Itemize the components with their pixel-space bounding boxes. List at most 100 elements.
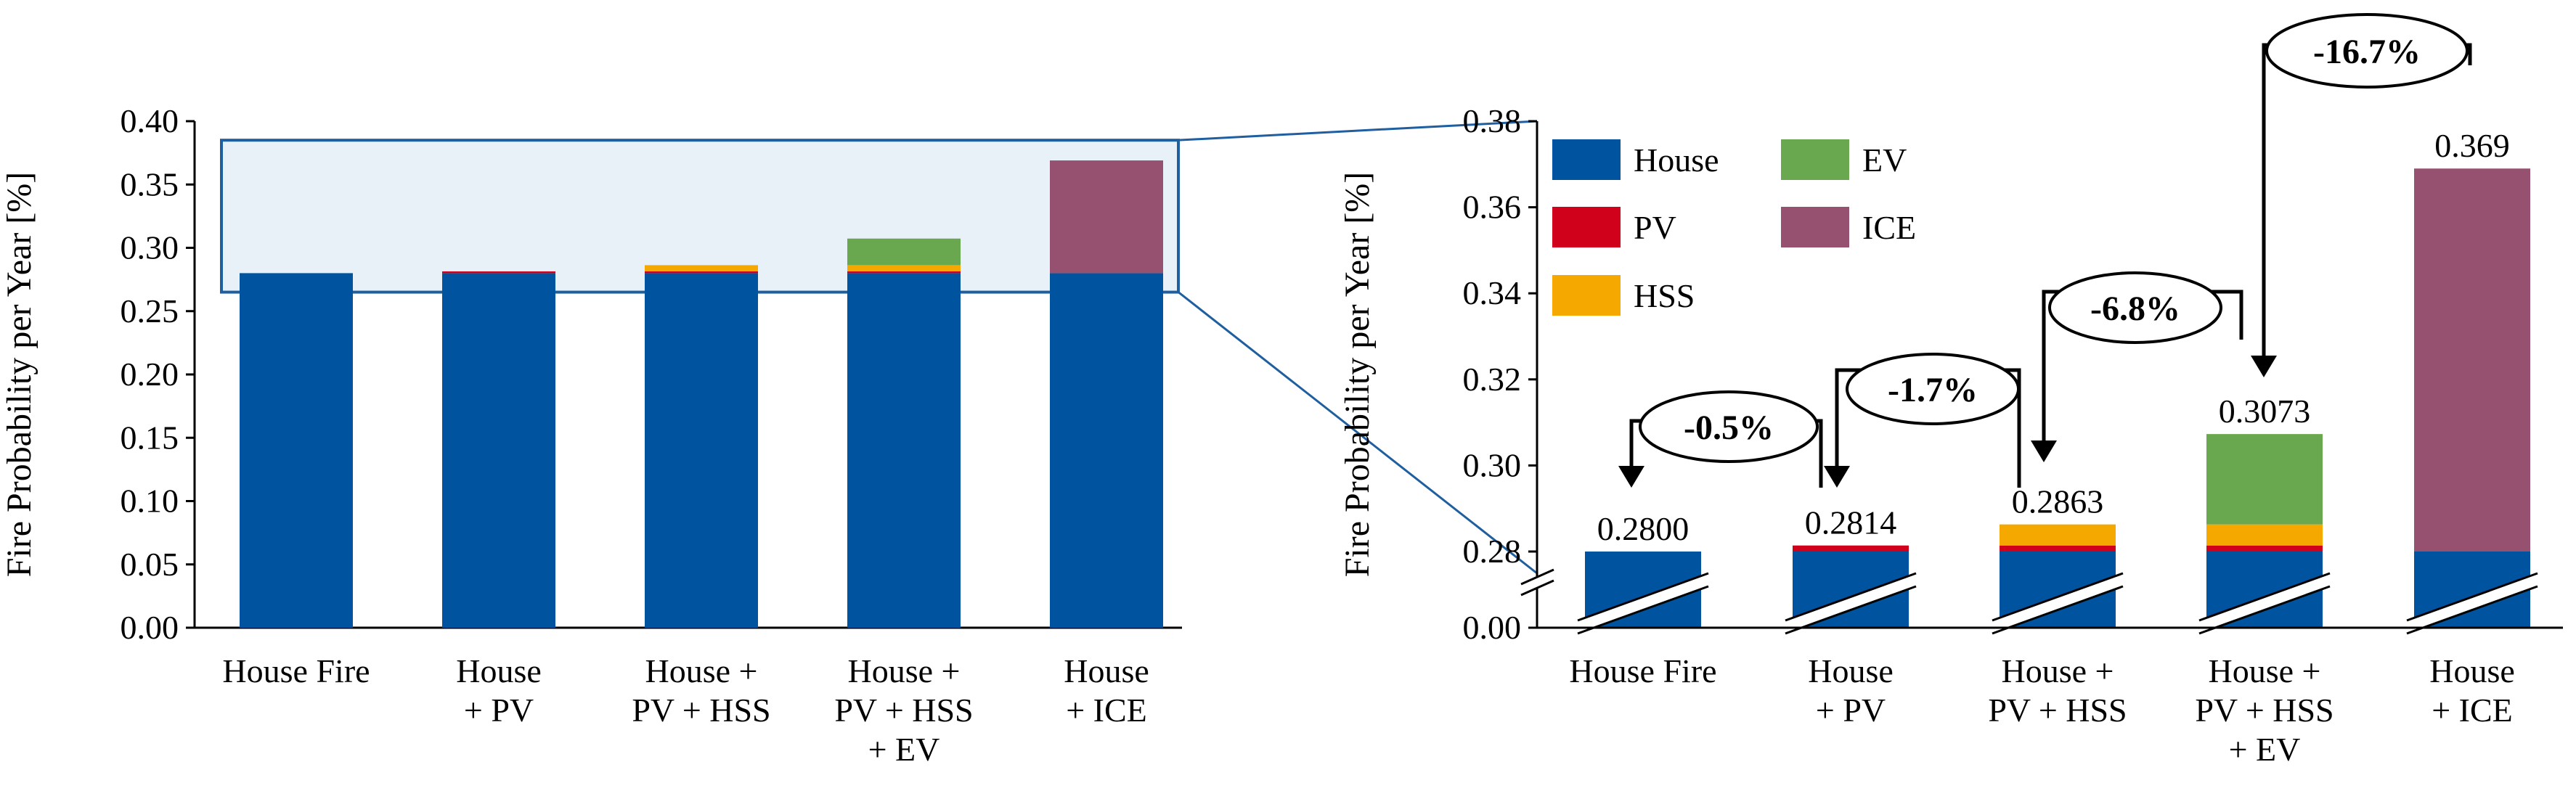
annotation-arrowhead [2031, 440, 2057, 462]
left-bar-house [645, 273, 758, 628]
left-y-tick-label: 0.20 [121, 356, 179, 393]
left-bar-ev [847, 238, 961, 266]
right-y-tick-label: 0.28 [1463, 533, 1522, 570]
legend-item: ICE [1781, 207, 1916, 247]
annotation-ellipse [2265, 13, 2469, 89]
right-total-label: 0.2800 [1597, 510, 1690, 547]
left-x-tick-label-line: PV + HSS [632, 692, 770, 729]
right-bar-pv [1793, 545, 1909, 552]
left-bar-ice [1050, 160, 1163, 274]
right-y-tick-label: 0.36 [1463, 189, 1522, 226]
bar-break-mark [2406, 572, 2538, 635]
annotation-label: -16.7% [2313, 33, 2421, 71]
right-x-tick-label-line: PV + HSS [2195, 692, 2334, 729]
annotation-bubble: -6.8% [2048, 271, 2222, 344]
bar-break-line [2406, 585, 2538, 635]
bar-break-line [2198, 585, 2331, 635]
right-x-tick-label-line: + EV [2229, 731, 2301, 768]
left-y-tick-label: 0.35 [121, 165, 179, 202]
bar-break-mark [1577, 572, 1709, 635]
left-bar-house [442, 273, 555, 628]
right-x-tick-label: House + PV [1808, 652, 1894, 729]
left-y-tick-label: 0.30 [121, 229, 179, 266]
left-y-tick-label: 0.05 [121, 546, 179, 583]
left-y-axis-label: Fire Probability per Year [%] [0, 172, 38, 578]
annotation-ellipse [2048, 271, 2222, 344]
bar-break-gap [1992, 573, 2123, 634]
right-x-tick-label-line: House + [2209, 652, 2321, 689]
left-x-tick-label-line: House Fire [222, 652, 370, 689]
right-x-tick-label-line: + PV [1816, 692, 1886, 729]
annotation-arrowhead [2251, 356, 2277, 377]
y-axis-break-line [1520, 579, 1554, 597]
bar-break-mark [2198, 572, 2331, 635]
bar-break-line [1577, 585, 1709, 635]
left-bar-pv [442, 271, 555, 274]
left-bar-pv [645, 271, 758, 274]
legend-swatch-hss [1552, 275, 1621, 316]
annotation-label: -6.8% [2090, 290, 2180, 328]
right-x-tick-label: House + ICE [2429, 652, 2515, 729]
bar-break-gap [2199, 573, 2330, 634]
right-x-tick-label-line: House Fire [1569, 652, 1716, 689]
right-y-tick-label: 0.30 [1463, 446, 1522, 483]
annotations: -0.5% -1.7% -6.8% -16.7% [1618, 13, 2472, 488]
right-total-label: 0.2814 [1805, 504, 1897, 541]
left-y-tick-label: 0.15 [121, 419, 179, 456]
annotation-label: -0.5% [1684, 409, 1774, 447]
legend-item: House [1552, 139, 1719, 180]
left-y-tick-label: 0.25 [121, 292, 179, 329]
bar-break-gap [2407, 573, 2538, 634]
left-x-tick-label-line: House + [848, 652, 961, 689]
left-x-tick-label: House + PV + HSS + EV [834, 652, 973, 768]
bar-break-line [1785, 572, 1917, 622]
right-total-label: 0.3073 [2219, 393, 2311, 430]
left-x-tick-label: House + ICE [1064, 652, 1149, 729]
left-x-tick-label-line: House [1064, 652, 1149, 689]
bar-break-mark [1992, 572, 2124, 635]
right-y-tick-label: 0.34 [1463, 274, 1522, 311]
left-bar-house [847, 273, 961, 628]
right-bar-hss [2206, 524, 2323, 546]
left-x-tick-label: House + PV + HSS [632, 652, 770, 729]
annotation-bubble: -0.5% [1639, 390, 1819, 463]
y-axis-break-gap [1521, 570, 1554, 595]
right-x-tick-label-line: House [2429, 652, 2515, 689]
bar-break-mark [1785, 572, 1917, 635]
left-x-tick-label-line: PV + HSS [834, 692, 973, 729]
left-bar-pv [847, 271, 961, 274]
right-y-tick-label: 0.00 [1463, 609, 1522, 646]
left-y-tick-label: 0.40 [121, 102, 179, 139]
right-y-tick-label: 0.32 [1463, 361, 1522, 398]
right-x-tick-label: House Fire [1569, 652, 1716, 689]
annotation-bubble: -16.7% [2265, 13, 2469, 89]
annotation-arrowhead [1618, 466, 1644, 488]
right-x-tick-label: House + PV + HSS + EV [2195, 652, 2334, 768]
left-bar-house [240, 273, 353, 628]
bar-break-line [1785, 585, 1917, 635]
legend: House EV PV ICE HSS [1552, 139, 1916, 316]
legend-swatch-ev [1781, 139, 1849, 180]
legend-swatch-ice [1781, 207, 1849, 247]
right-x-tick-label-line: House + [2002, 652, 2114, 689]
legend-label: ICE [1862, 209, 1916, 246]
zoom-line-top [1178, 120, 1538, 142]
bar-break-gap [1785, 573, 1916, 634]
bar-break-line [2198, 572, 2331, 622]
left-y-tick-label: 0.00 [121, 609, 179, 646]
left-y-tick-label: 0.10 [121, 483, 179, 520]
left-x-tick-label-line: House + [645, 652, 758, 689]
right-bar-pv [2000, 545, 2116, 552]
left-bar-hss [847, 265, 961, 271]
annotation-ellipse [1846, 353, 2020, 425]
right-x-tick-label-line: PV + HSS [1988, 692, 2127, 729]
right-bar-ev [2206, 434, 2323, 525]
bar-break-line [1992, 585, 2124, 635]
left-x-tick-label: House + PV [456, 652, 542, 729]
left-x-tick-label-line: + EV [868, 731, 940, 768]
annotation-ellipse [1639, 390, 1819, 463]
right-x-tick-label: House + PV + HSS [1988, 652, 2127, 729]
bar-break-line [1992, 572, 2124, 622]
left-chart: 0.00 0.05 0.10 0.15 0.20 0.25 0.30 0.35 0.40 Fire… [0, 102, 1182, 768]
